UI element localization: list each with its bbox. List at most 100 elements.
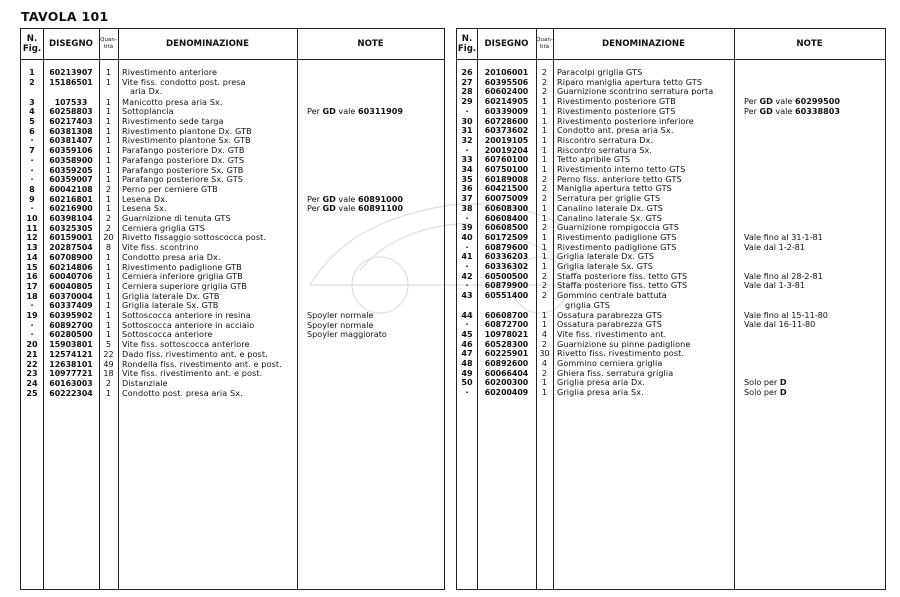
cell-den: Parafango posteriore Dx. GTB — [122, 145, 245, 156]
table-row: 7 60359106 1 Parafango posteriore Dx. GTB — [21, 145, 444, 156]
cell-qty: 1 — [541, 212, 548, 223]
cell-qty: 1 — [105, 106, 112, 117]
cell-qty: 1 — [105, 164, 112, 175]
table-row: 31 60373602 1 Condotto ant. presa aria Sx. — [457, 125, 885, 136]
cell-den: Rivestimento padiglione GTB — [122, 261, 242, 272]
cell-note: Spoyler normale — [297, 310, 444, 321]
car-watermark-illustration — [308, 203, 591, 314]
cell-qty: 1 — [541, 387, 548, 398]
cell-dis: 60602400 — [484, 87, 529, 97]
column-divider — [553, 29, 554, 589]
cell-den: Sottoscocca anteriore in acciaio — [122, 319, 255, 330]
cell-qty: 18 — [103, 368, 114, 379]
cell-dis: 60608500 — [484, 223, 529, 233]
note-bold-number: 60299500 — [794, 96, 841, 107]
cell-fig: 22 — [26, 358, 38, 369]
cell-den: Rivestimento anteriore — [122, 67, 218, 77]
cell-den: Vite fiss. sottoscocca anteriore — [122, 339, 250, 350]
column-divider — [118, 29, 119, 589]
cell-fig: 23 — [26, 368, 38, 379]
cell-dis: 60892700 — [49, 320, 93, 330]
cell-dis: 60066404 — [484, 368, 529, 378]
table-row: · 60216900 1 Lesena Sx. Per GD vale 60891100 — [21, 203, 444, 214]
cell-fig: 13 — [26, 242, 38, 253]
cell-qty: 2 — [541, 222, 548, 233]
note-text: Vale dal 16-11-80 — [744, 319, 816, 330]
cell-qty: 1 — [541, 105, 548, 116]
cell-qty: 2 — [541, 86, 548, 97]
cell-qty: 1 — [105, 261, 112, 272]
cell-den: Guarnizione rompigoccia GTS — [557, 222, 679, 233]
cell-den: Parafango posteriore Dx. GTS — [122, 154, 245, 165]
cell-fig: 33 — [461, 154, 473, 165]
cell-den: Dado fiss. rivestimento ant. e post. — [122, 348, 268, 359]
table-row: · 60879900 2 Staffa posteriore fiss. tetto … — [457, 281, 885, 291]
cell-fig: 17 — [26, 280, 38, 291]
cell-qty: 1 — [541, 144, 548, 155]
note-text: Vale fino al 15-11-80 — [744, 309, 828, 320]
table-row: 19 60395902 1 Sottoscocca anteriore in resi… — [21, 310, 444, 321]
cell-note: Vale dal 1-3-81 — [734, 281, 885, 291]
cell-dis: 20019105 — [484, 135, 529, 145]
table-row: 21 12574121 22 Dado fiss. rivestimento ant.… — [21, 348, 444, 360]
cell-den: Ghiera fiss. serratura griglia — [557, 367, 674, 378]
note-text: vale — [772, 96, 795, 107]
cell-den: Vite fiss. scontrino — [122, 242, 199, 253]
cell-note: Vale fino al 15-11-80 — [734, 309, 885, 321]
cell-qty: 1 — [541, 164, 548, 174]
cell-fig: 44 — [461, 309, 473, 320]
table-row: 33 60760100 1 Tetto apribile GTS — [457, 155, 885, 165]
cell-note: Vale fino al 31-1-81 — [734, 232, 885, 243]
header-quantita: Quan- tità — [536, 37, 553, 50]
note-text: Vale dal 1-3-81 — [744, 280, 806, 291]
page-title: TAVOLA 101 — [21, 9, 109, 24]
cell-note: Solo per D — [734, 387, 885, 398]
cell-qty: 1 — [541, 96, 548, 107]
cell-den: Manicotto presa aria Sx. — [122, 96, 223, 107]
table-row: 40 60172509 1 Rivestimento padiglione GTS Va… — [457, 232, 885, 243]
cell-dis: 107533 — [54, 97, 88, 107]
cell-den: Rivestimento piantone Dx. GTB — [122, 125, 252, 136]
cell-fig: 31 — [461, 125, 473, 136]
cell-den: Rivestimento sede targa — [122, 116, 224, 126]
header-disegno: DISEGNO — [484, 39, 529, 49]
note-text: Per — [744, 96, 760, 107]
cell-dis: 60395902 — [49, 311, 93, 320]
cell-fig: 42 — [461, 270, 473, 281]
cell-fig: · — [465, 280, 469, 291]
cell-fig: 6 — [29, 125, 35, 136]
cell-dis: 60728600 — [484, 116, 529, 126]
cell-dis: 10977721 — [49, 369, 93, 379]
note-bold: GD — [322, 193, 336, 204]
table-row: 30 60728600 1 Rivestimento posteriore infer… — [457, 116, 885, 127]
cell-qty: 2 — [105, 183, 112, 194]
note-bold: GD — [322, 203, 336, 214]
cell-qty: 1 — [105, 96, 112, 107]
cell-qty: 1 — [105, 174, 112, 185]
cell-qty: 2 — [105, 377, 112, 388]
cell-fig: 5 — [29, 116, 35, 126]
cell-den: Gommino cerniera griglia — [557, 358, 663, 368]
cell-den: griglia GTS — [565, 299, 611, 310]
cell-qty: 2 — [541, 183, 548, 194]
table-row: 48 60892600 4 Gommino cerniera griglia — [457, 358, 885, 369]
cell-fig: · — [465, 319, 469, 330]
cell-note: Vale dal 16-11-80 — [734, 319, 885, 330]
table-row: 29 60214905 1 Rivestimento posteriore GTB Pe… — [457, 96, 885, 107]
column-divider — [43, 29, 44, 589]
cell-den: Vite fiss. condotto post. presa — [122, 76, 246, 87]
cell-fig: 24 — [26, 377, 38, 388]
cell-den: Staffa posteriore fiss. tetto GTS — [557, 270, 688, 281]
table-row: 24 60163003 2 Distanziale — [21, 377, 444, 389]
cell-qty: 1 — [541, 261, 548, 271]
cell-fig: 45 — [461, 328, 473, 339]
table-row: 5 60217403 1 Rivestimento sede targa — [21, 116, 444, 127]
cell-fig: · — [465, 105, 469, 116]
cell-qty: 1 — [541, 202, 548, 213]
cell-qty: 1 — [105, 387, 112, 398]
cell-dis: 60500500 — [484, 271, 529, 281]
cell-dis: 20106001 — [484, 68, 529, 77]
cell-fig: · — [465, 144, 469, 155]
cell-fig: 29 — [461, 96, 473, 107]
cell-dis: 60872700 — [484, 320, 529, 330]
